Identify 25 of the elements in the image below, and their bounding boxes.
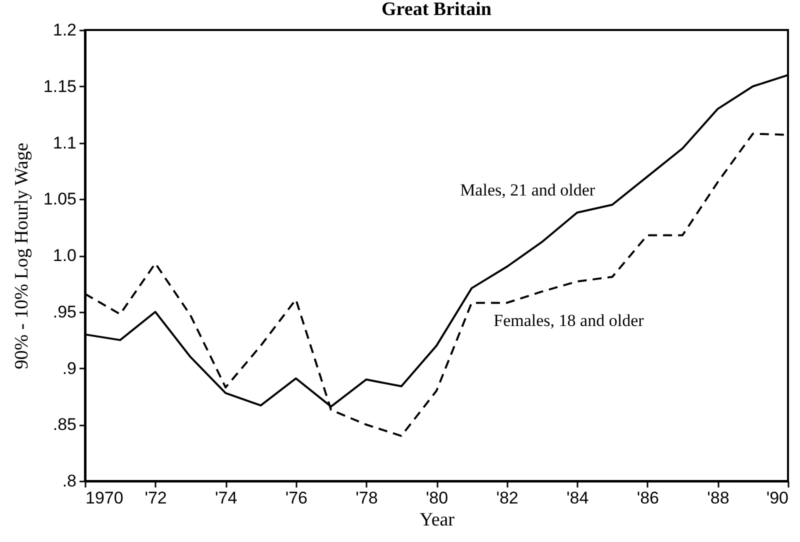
x-tick-label: '78	[356, 488, 378, 508]
series-label: Females, 18 and older	[494, 310, 644, 330]
x-tick-label: '90	[766, 488, 788, 508]
y-tick-label: .85	[52, 415, 76, 434]
y-tick-label: 1.05	[43, 190, 76, 209]
x-tick-label: '74	[215, 488, 238, 508]
y-axis-title: 90% - 10% Log Hourly Wage	[11, 142, 32, 370]
y-tick-label: .9	[62, 358, 76, 378]
x-tick-label: '86	[636, 488, 659, 508]
x-tick-label: '76	[285, 488, 308, 508]
y-tick-label: .8	[62, 472, 76, 490]
x-tick-label: '82	[496, 488, 518, 508]
x-tick-label: '80	[426, 488, 448, 508]
y-tick-label: 1.1	[52, 133, 76, 152]
y-tick-label: .95	[52, 302, 76, 322]
y-tick-label: 1.0	[52, 246, 76, 265]
y-tick-label: 1.15	[43, 76, 76, 96]
x-tick-label: 1970	[86, 488, 124, 508]
y-tick-label: 1.2	[52, 20, 76, 40]
x-tick-label: '88	[707, 488, 730, 508]
series-label: Males, 21 and older	[460, 180, 596, 200]
x-tick-label: '72	[144, 488, 167, 508]
x-axis-title: Year	[419, 510, 456, 530]
x-tick-label: '84	[566, 488, 589, 508]
chart-title: Great Britain	[382, 0, 492, 20]
